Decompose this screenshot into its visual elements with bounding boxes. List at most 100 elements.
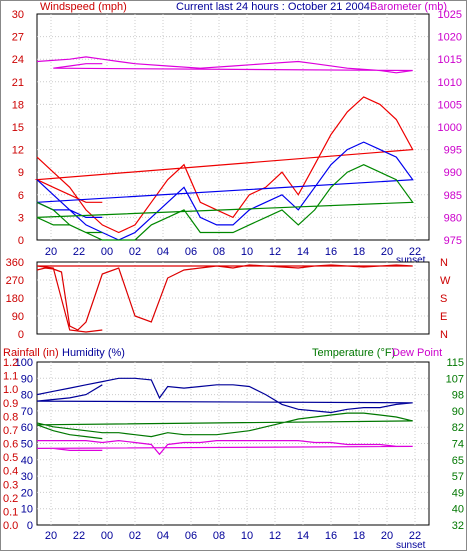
temperature-y-tick-label: 90 (452, 406, 464, 418)
rainfall-y-tick-label: 0.7 (3, 425, 18, 437)
wind-y-tick-label: 12 (12, 145, 24, 157)
temperature-y-tick-label: 107 (446, 373, 464, 385)
humidity-x-tick-label: 20 (381, 530, 393, 542)
humidity-panel-x-ticks: 20 22 00 02 04 06 08 10 12 14 16 18 20 22 (45, 530, 421, 542)
wind-panel-right-ticks: 1025 1020 1015 1010 1005 1000 995 990 985 980 975 (438, 9, 462, 247)
temperature-y-tick-label: 74 (452, 439, 464, 451)
temperature-y-tick-label: 57 (452, 471, 464, 483)
barometer-y-tick-label: 1025 (438, 9, 462, 21)
humidity-x-tick-label: 20 (45, 530, 57, 542)
wind-x-tick-label: 22 (73, 246, 85, 258)
barometer-y-tick-label: 1005 (438, 99, 462, 111)
humidity-y-tick-label: 30 (21, 471, 33, 483)
rainfall-header: Rainfall (in) (3, 347, 59, 359)
humidity-y-tick-label: 20 (21, 487, 33, 499)
wind-x-tick-label: 20 (381, 246, 393, 258)
wind-y-tick-label: 3 (18, 212, 24, 224)
humidity-header: Humidity (%) (62, 347, 125, 359)
direction-panel-grid (37, 262, 429, 334)
rainfall-y-tick-label: 0.3 (3, 479, 18, 491)
humidity-x-tick-label: 22 (73, 530, 85, 542)
humidity-panel-series (36, 377, 413, 456)
humidity-y-tick-label: 60 (21, 422, 33, 434)
humidity-y-tick-label: 0 (27, 520, 33, 532)
wind-y-tick-label: 15 (12, 122, 24, 134)
temperature-y-tick-label: 49 (452, 487, 464, 499)
barometer-y-tick-label: 1000 (438, 122, 462, 134)
dewpoint-series-line (36, 439, 413, 456)
temperature-y-tick-label: 98 (452, 390, 464, 402)
rainfall-y-tick-label: 0.2 (3, 493, 18, 505)
wind-y-tick-label: 0 (18, 235, 24, 247)
humidity-y-tick-label: 70 (21, 406, 33, 418)
wind-x-tick-label: 12 (269, 246, 281, 258)
direction-y-tick-label: 360 (6, 257, 24, 269)
temperature-y-tick-label: 65 (452, 455, 464, 467)
compass-tick-label: N (440, 257, 448, 269)
temperature-series-line (36, 412, 413, 440)
wind-y-tick-label: 21 (12, 77, 24, 89)
barometer-y-tick-label: 990 (444, 167, 462, 179)
wind-sunset-label: sunset (396, 255, 426, 266)
direction-panel-series (36, 264, 413, 333)
wind-panel-x-ticks: 20 22 00 02 04 06 08 10 12 14 16 18 20 22 (45, 246, 421, 258)
dewpoint-header: Dew Point (392, 347, 442, 359)
humidity-panel-rain-ticks: 1.2 1.11.0 0.90.8 0.7 0.60.5 0.40.3 0.20.1 0.0 (3, 357, 18, 532)
rainfall-y-tick-label: 1.0 (3, 384, 18, 396)
humidity-x-tick-label: 12 (269, 530, 281, 542)
direction-panel-left-ticks: 360 270 180 90 0 (6, 257, 24, 341)
compass-tick-label: W (440, 275, 451, 287)
wind-x-tick-label: 08 (213, 246, 225, 258)
wind-y-tick-label: 24 (12, 54, 24, 66)
temperature-y-tick-label: 115 (446, 357, 464, 369)
humidity-x-tick-label: 14 (297, 530, 309, 542)
wind-x-tick-label: 10 (241, 246, 253, 258)
wind-x-tick-label: 02 (129, 246, 141, 258)
rainfall-y-tick-label: 1.1 (3, 371, 18, 383)
humidity-x-tick-label: 16 (325, 530, 337, 542)
rainfall-y-tick-label: 1.2 (3, 357, 18, 369)
rainfall-y-tick-label: 0.0 (3, 520, 18, 532)
humidity-sunset-label: sunset (396, 540, 426, 551)
humidity-x-tick-label: 00 (101, 530, 113, 542)
wind-y-tick-label: 9 (18, 167, 24, 179)
humidity-series-line (36, 377, 413, 414)
wind-x-tick-label: 14 (297, 246, 309, 258)
humidity-x-tick-label: 10 (241, 530, 253, 542)
rainfall-y-tick-label: 0.9 (3, 398, 18, 410)
wind-x-tick-label: 06 (185, 246, 197, 258)
humidity-y-tick-label: 10 (21, 504, 33, 516)
temperature-y-tick-label: 40 (452, 504, 464, 516)
humidity-panel-temp-ticks: 115 107 98 90 82 74 65 57 49 40 32 (446, 357, 464, 532)
direction-series-line (36, 264, 413, 333)
barometer-y-tick-label: 1015 (438, 54, 462, 66)
humidity-y-tick-label: 40 (21, 455, 33, 467)
wind-header-right: Barometer (mb) (370, 1, 447, 13)
wind-x-tick-label: 20 (45, 246, 57, 258)
wind-x-tick-label: 04 (157, 246, 169, 258)
barometer-y-tick-label: 975 (444, 235, 462, 247)
barometer-y-tick-label: 995 (444, 145, 462, 157)
gust-series-line (34, 96, 414, 234)
humidity-x-tick-label: 04 (157, 530, 169, 542)
direction-y-tick-label: 270 (6, 275, 24, 287)
wind-x-tick-label: 22 (409, 246, 421, 258)
barometer-y-tick-label: 985 (444, 190, 462, 202)
humidity-y-tick-label: 90 (21, 373, 33, 385)
wind-panel-series (34, 56, 414, 241)
humidity-y-tick-label: 80 (21, 390, 33, 402)
humidity-x-tick-label: 18 (353, 530, 365, 542)
wind-y-tick-label: 18 (12, 99, 24, 111)
compass-tick-label: S (440, 293, 447, 305)
barometer-series-line (36, 56, 413, 74)
temperature-y-tick-label: 82 (452, 422, 464, 434)
wind-x-tick-label: 00 (101, 246, 113, 258)
wind-header-center: Current last 24 hours : October 21 2004 (176, 1, 370, 13)
rainfall-y-tick-label: 0.1 (3, 506, 18, 518)
humidity-x-tick-label: 22 (409, 530, 421, 542)
barometer-y-tick-label: 1020 (438, 32, 462, 44)
wind-y-tick-label: 6 (18, 190, 24, 202)
